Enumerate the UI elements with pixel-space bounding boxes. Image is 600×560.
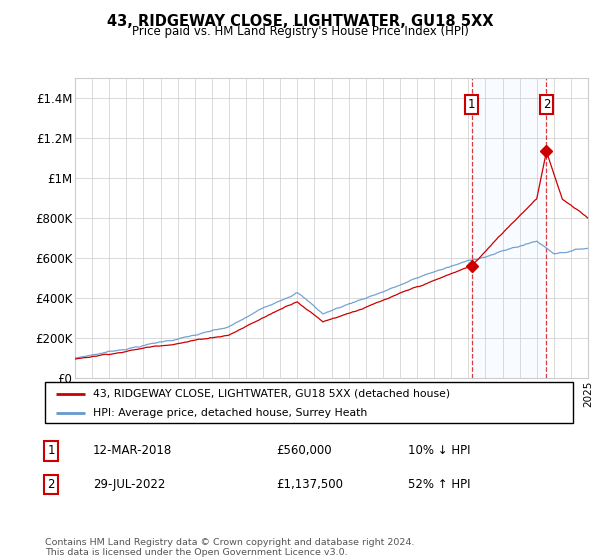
Text: 1: 1	[468, 98, 475, 111]
Text: £1,137,500: £1,137,500	[276, 478, 343, 491]
FancyBboxPatch shape	[45, 382, 573, 423]
Text: 29-JUL-2022: 29-JUL-2022	[93, 478, 166, 491]
Text: 43, RIDGEWAY CLOSE, LIGHTWATER, GU18 5XX (detached house): 43, RIDGEWAY CLOSE, LIGHTWATER, GU18 5XX…	[92, 389, 449, 399]
Text: 43, RIDGEWAY CLOSE, LIGHTWATER, GU18 5XX: 43, RIDGEWAY CLOSE, LIGHTWATER, GU18 5XX	[107, 14, 493, 29]
Text: 10% ↓ HPI: 10% ↓ HPI	[408, 444, 470, 458]
Text: 1: 1	[47, 444, 55, 458]
Text: 52% ↑ HPI: 52% ↑ HPI	[408, 478, 470, 491]
Text: 2: 2	[542, 98, 550, 111]
Text: Price paid vs. HM Land Registry's House Price Index (HPI): Price paid vs. HM Land Registry's House …	[131, 25, 469, 38]
Text: 12-MAR-2018: 12-MAR-2018	[93, 444, 172, 458]
Text: 2: 2	[47, 478, 55, 491]
Text: Contains HM Land Registry data © Crown copyright and database right 2024.
This d: Contains HM Land Registry data © Crown c…	[45, 538, 415, 557]
Bar	[472, 78, 547, 378]
Text: £560,000: £560,000	[276, 444, 332, 458]
Text: HPI: Average price, detached house, Surrey Heath: HPI: Average price, detached house, Surr…	[92, 408, 367, 418]
